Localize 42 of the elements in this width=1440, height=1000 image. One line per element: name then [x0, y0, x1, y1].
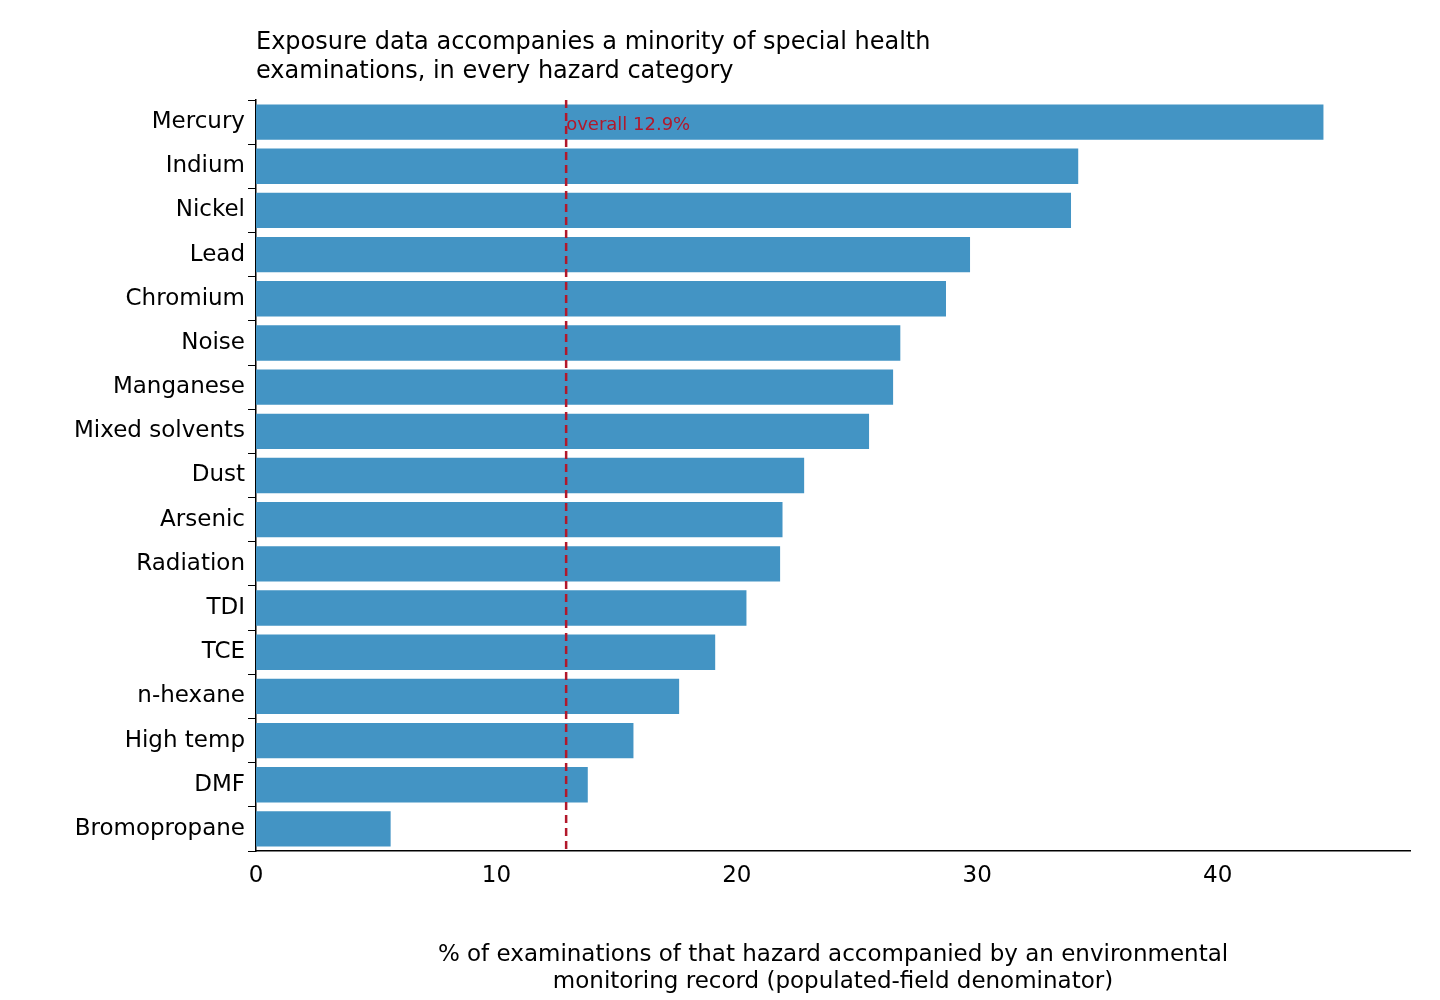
x-tick-label: 20 [722, 860, 752, 887]
bar [256, 811, 391, 847]
y-tick-label: Radiation [136, 548, 245, 575]
y-tick-label: Manganese [112, 372, 245, 399]
y-tick-label: TDI [205, 593, 245, 619]
y-tick-label: n-hexane [137, 681, 245, 708]
x-tick-label: 10 [481, 860, 512, 887]
bar [256, 413, 870, 449]
y-tick-label: Noise [181, 327, 245, 354]
chart-title: Exposure data accompanies a minority of special health examinations, in every hazard category [256, 27, 931, 84]
bar [256, 634, 716, 670]
bar [256, 148, 1079, 184]
y-tick-label: TCE [200, 637, 245, 664]
y-tick-label: Nickel [175, 195, 245, 222]
bar [256, 722, 634, 759]
y-tick-label: Mercury [151, 107, 245, 134]
x-tick-label: 40 [1203, 860, 1233, 887]
y-tick-label: Bromopropane [74, 813, 245, 840]
ref-line-label: overall 12.9% [566, 112, 691, 134]
bar [256, 281, 946, 317]
bar [256, 457, 805, 494]
bar [256, 236, 971, 273]
y-tick-label: High temp [124, 725, 245, 752]
bar [256, 678, 680, 715]
x-axis-title: % of examinations of that hazard accompanied by an environmental monitoring record (populated-field denominator) [437, 939, 1229, 994]
bar [256, 590, 747, 626]
bar [256, 192, 1072, 229]
x-tick-label: 30 [962, 860, 992, 887]
y-tick-label: Mixed solvents [74, 416, 245, 443]
x-tick-label: 0 [248, 860, 264, 887]
y-tick-label: Dust [191, 460, 245, 487]
bar [256, 546, 781, 582]
bar [256, 369, 894, 405]
y-tick-label: Lead [189, 239, 245, 266]
bar [256, 325, 901, 361]
y-tick-label: Indium [165, 151, 245, 178]
y-tick-label: Arsenic [160, 504, 245, 531]
bar [256, 502, 783, 538]
y-tick-label: Chromium [125, 283, 245, 310]
bar [256, 767, 588, 803]
y-tick-label: DMF [194, 769, 245, 796]
bar [256, 104, 1324, 140]
